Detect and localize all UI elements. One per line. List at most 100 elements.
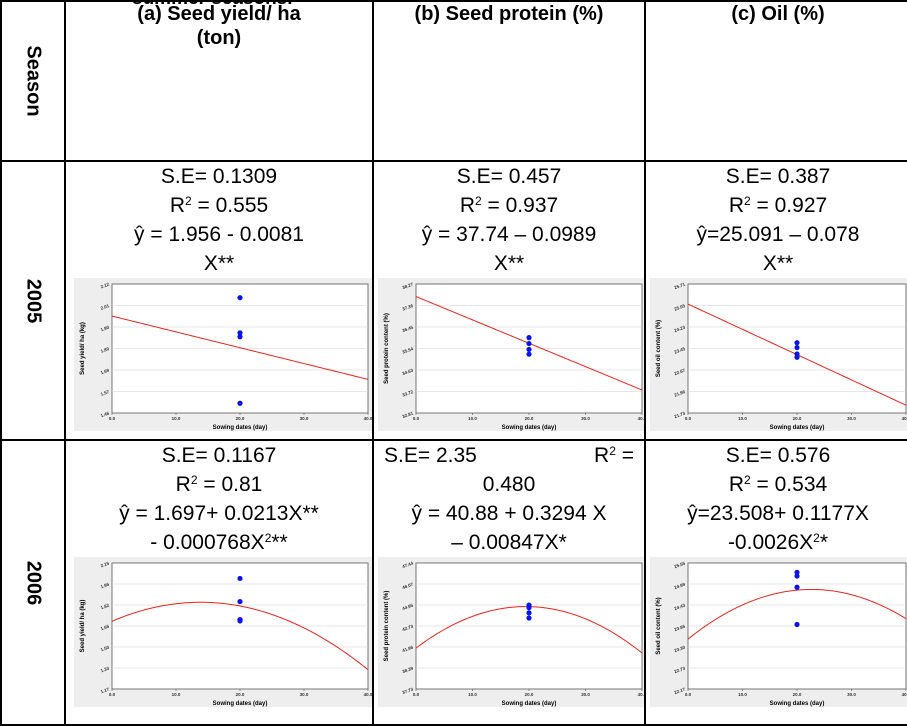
y-axis-label: Seed yield/ ha (kg) — [80, 600, 86, 653]
chart-2006-seed-protein: 47.44 46.07 44.95 42.73 41.96 38.39 37.73 0.0 10… — [378, 557, 645, 707]
chart-2006-seed-yield: 2.15 1.96 1.82 1.66 1.50 1.33 1.170.0 10.0 20.0 3… — [74, 557, 371, 707]
x-tick-label: 0.0 — [109, 416, 116, 421]
se-value: S.E= 0.387 — [725, 165, 831, 188]
x-tick-label: 10.0 — [468, 692, 477, 697]
y-tick-label: 1.80 — [100, 346, 110, 354]
chart-2005-oil: 25.71 25.05 24.23 23.45 22.67 21.96 21.73 0.0 10… — [650, 278, 907, 431]
stats-2005-b: S.E= 0.457 R2 = 0.937 ŷ = 37.74 – 0.0989… — [375, 163, 643, 278]
equation-line1: ŷ=25.091 – 0.078 — [696, 223, 860, 246]
stats-2006-c: S.E= 0.576 R2 = 0.534 ŷ=23.508+ 0.1177X … — [647, 442, 907, 557]
data-point — [237, 330, 243, 336]
y-tick-label: 1.33 — [100, 665, 110, 673]
data-point — [526, 335, 532, 341]
y-tick-label: 1.90 — [100, 324, 110, 332]
x-tick-label: 20.0 — [525, 692, 534, 697]
x-axis-label: Sowing dates (day) — [213, 425, 268, 431]
y-tick-label: 22.17 — [674, 686, 687, 695]
data-point — [794, 584, 800, 590]
x-tick-label: 30.0 — [581, 416, 590, 421]
equation-line2: -0.0026X2* — [727, 531, 829, 554]
equation-line2: X** — [762, 252, 794, 275]
header-seed-yield-label: (a) Seed yield/ ha (ton) — [137, 3, 301, 49]
x-tick-label: 0.0 — [413, 416, 420, 421]
season-cell-2005: 2005 — [0, 160, 66, 441]
equation-line1: ŷ=23.508+ 0.1177X — [687, 502, 869, 525]
x-tick-label: 40.0 — [638, 416, 645, 421]
header-seed-protein: (b) Seed protein (%) — [372, 0, 646, 162]
data-point — [526, 346, 532, 353]
y-tick-label: 37.36 — [402, 303, 415, 312]
cell-2006-seed-yield: S.E= 0.1167 R2 = 0.81 ŷ = 1.697+ 0.0213X… — [64, 439, 374, 726]
x-tick-label: 0.0 — [413, 692, 420, 697]
y-tick-label: 44.95 — [402, 602, 415, 611]
y-tick-label: 2.15 — [100, 560, 110, 568]
cell-2005-seed-yield: S.E= 0.1309 R2 = 0.555 ŷ = 1.956 - 0.008… — [64, 160, 374, 441]
equation-line1: ŷ = 1.956 - 0.0081 — [134, 223, 304, 246]
stats-2005-a: S.E= 0.1309 R2 = 0.555 ŷ = 1.956 - 0.008… — [67, 163, 371, 278]
season-cell-2006: 2006 — [0, 439, 66, 726]
data-point — [794, 340, 800, 346]
data-point — [526, 351, 532, 357]
header-seed-yield: (a) Seed yield/ ha (ton) — [64, 0, 374, 162]
data-point — [237, 618, 243, 624]
y-axis-label: Seed protein content (%) — [384, 591, 390, 662]
y-tick-label: 25.05 — [674, 303, 687, 312]
y-tick-label: 23.45 — [674, 346, 687, 355]
data-point — [237, 575, 243, 582]
y-tick-label: 46.07 — [402, 581, 415, 590]
season-label-2005: 2005 — [22, 278, 45, 323]
x-axis-label: Sowing dates (day) — [502, 701, 557, 707]
r2-value: R2 = — [594, 444, 634, 467]
x-tick-label: 0.0 — [685, 692, 692, 697]
cell-2006-oil: S.E= 0.576 R2 = 0.534 ŷ=23.508+ 0.1177X … — [644, 439, 907, 726]
x-axis-label: Sowing dates (day) — [502, 425, 557, 431]
data-point — [237, 598, 243, 605]
x-tick-label: 20.0 — [793, 692, 802, 697]
cell-2005-seed-protein: S.E= 0.457 R2 = 0.937 ŷ = 37.74 – 0.0989… — [372, 160, 646, 441]
y-tick-label: 1.96 — [100, 581, 110, 589]
x-tick-label: 30.0 — [581, 692, 590, 697]
x-tick-label: 40.0 — [638, 692, 645, 697]
y-tick-label: 38.39 — [402, 665, 415, 674]
x-tick-label: 30.0 — [300, 692, 309, 697]
x-tick-label: 10.0 — [468, 416, 477, 421]
equation-line2: X** — [493, 252, 525, 275]
r2-row: S.E= 2.35 R2 = — [375, 442, 643, 470]
y-tick-label: 1.66 — [100, 623, 110, 631]
y-tick-label: 41.96 — [402, 644, 415, 653]
chart-2005-seed-protein: 38.27 37.36 36.45 35.54 34.63 33.72 32.81 0.0 10… — [378, 278, 645, 431]
y-tick-label: 24.43 — [674, 602, 687, 611]
season-label-2006: 2006 — [22, 560, 45, 605]
x-axis-label: Sowing dates (day) — [770, 701, 825, 707]
y-tick-label: 25.71 — [674, 281, 687, 290]
x-tick-label: 10.0 — [738, 692, 747, 697]
r2-value: R2 = 0.534 — [728, 473, 828, 496]
y-tick-label: 23.30 — [674, 644, 687, 653]
y-tick-label: 36.45 — [402, 324, 415, 333]
cell-2006-seed-protein: S.E= 2.35 R2 = 0.480 ŷ = 40.88 + 0.3294 X… — [372, 439, 646, 726]
equation-line1: ŷ = 1.697+ 0.0213X** — [119, 502, 319, 525]
y-tick-label: 1.57 — [100, 389, 110, 397]
data-point — [237, 400, 243, 406]
equation-line1: ŷ = 40.88 + 0.3294 X — [411, 502, 607, 525]
stats-2005-c: S.E= 0.387 R2 = 0.927 ŷ=25.091 – 0.078 X… — [647, 163, 907, 278]
y-tick-label: 22.67 — [674, 367, 687, 376]
cell-2005-oil: S.E= 0.387 R2 = 0.927 ŷ=25.091 – 0.078 X… — [644, 160, 907, 441]
header-oil: (c) Oil (%) — [644, 0, 907, 162]
data-point — [526, 340, 532, 347]
se-value: S.E= 2.35 — [384, 444, 477, 467]
x-tick-label: 40.0 — [364, 416, 373, 421]
y-tick-label: 1.69 — [100, 367, 110, 375]
x-tick-label: 20.0 — [236, 692, 245, 697]
r2-value: R2 = 0.555 — [169, 194, 269, 217]
se-value: S.E= 0.1167 — [161, 444, 277, 467]
r2-value-line2: 0.480 — [482, 473, 536, 496]
y-tick-label: 1.82 — [100, 602, 110, 610]
y-axis-label: Seed protein content (%) — [384, 313, 390, 384]
data-point — [794, 344, 800, 351]
y-tick-label: 24.99 — [674, 581, 687, 590]
regression-line — [112, 315, 368, 380]
data-point — [794, 569, 800, 575]
y-tick-label: 38.27 — [402, 281, 415, 290]
